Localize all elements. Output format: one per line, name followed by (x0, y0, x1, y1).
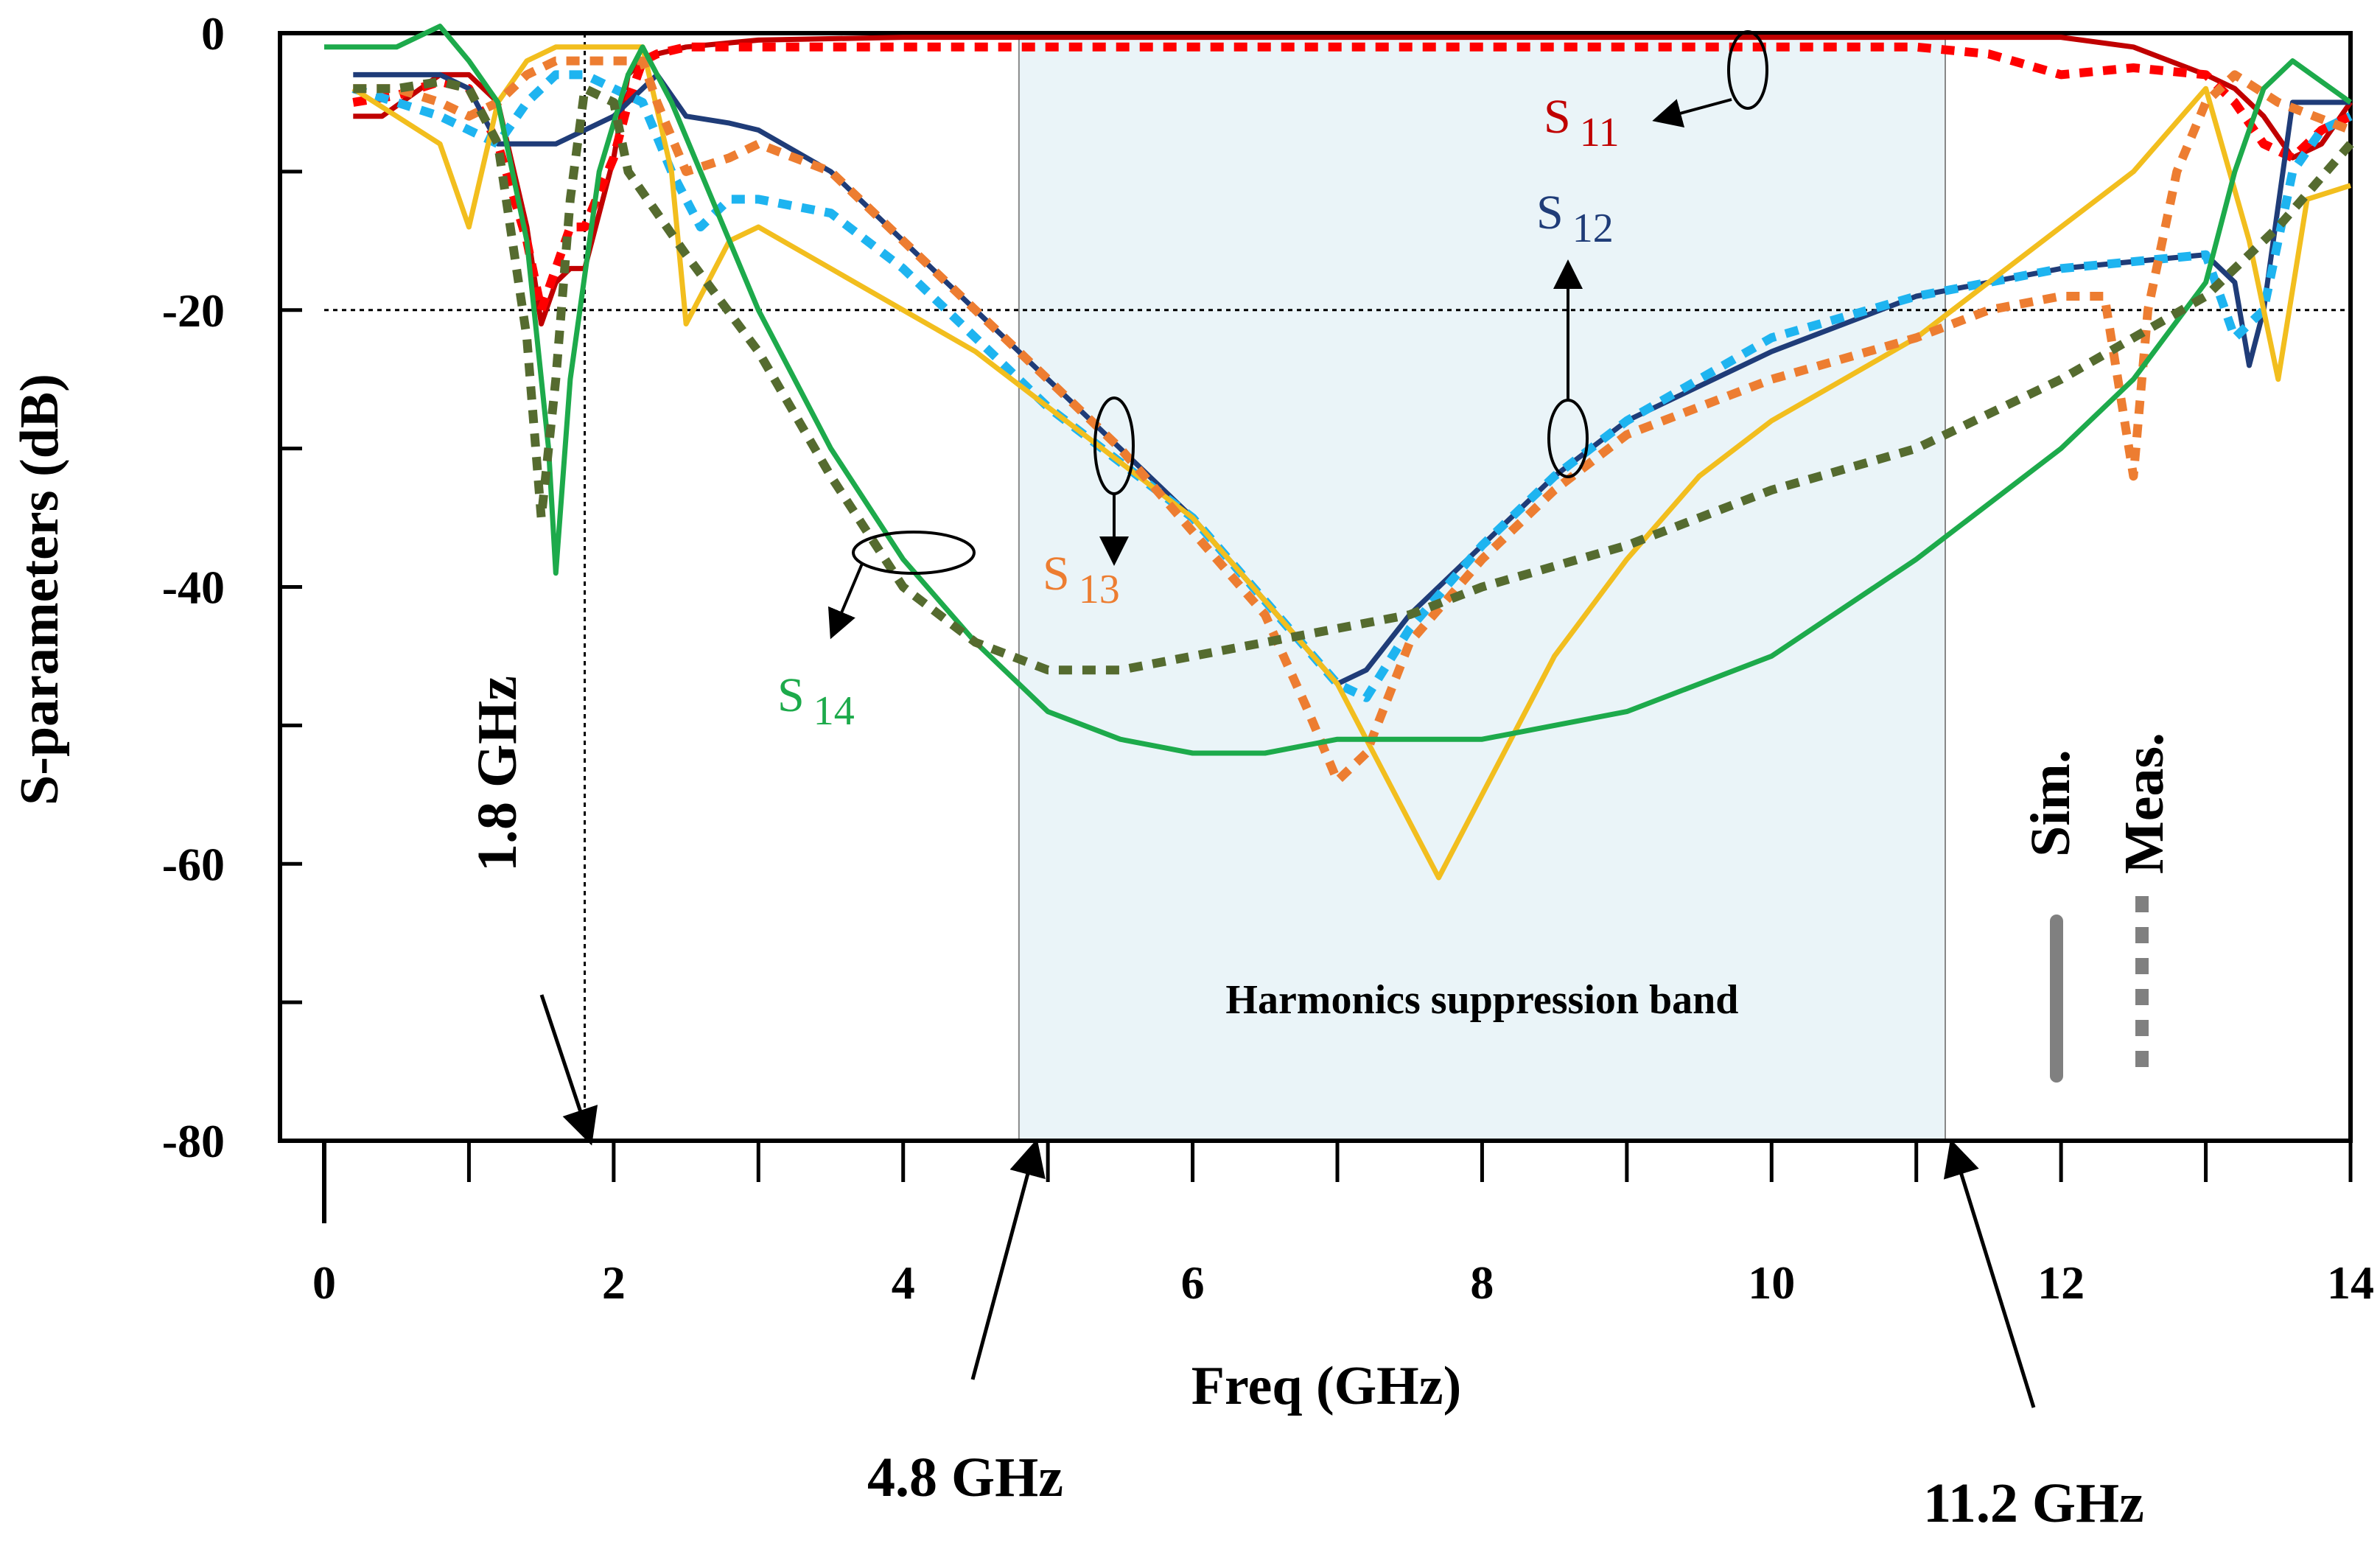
marker-arrow (1943, 1139, 2036, 1408)
series-s13-sim (351, 44, 2352, 881)
series-label-s12: S 12 (1536, 186, 1614, 251)
frequency-markers: 1.8 GHz 4.8 GHz 11.2 GHz (466, 676, 2144, 1534)
callout-ellipse-s14 (852, 531, 976, 575)
x-ticks: 0 2 4 6 8 10 12 14 (312, 1141, 2374, 1309)
x-tick-label: 0 (312, 1256, 336, 1309)
series-label-s13: S 13 (1043, 547, 1120, 612)
y-ticks: 0 -20 -40 -60 -80 (162, 7, 302, 1167)
x-tick-label: 12 (2037, 1256, 2085, 1309)
marker-arrow (539, 994, 598, 1146)
x-tick-label: 6 (1181, 1256, 1205, 1309)
y-tick-label: -60 (162, 838, 225, 890)
series-s14-sim (324, 24, 2353, 756)
y-tick-label: 0 (201, 7, 225, 60)
series-labels: S 11 S 12 S 13 S 14 (777, 90, 1620, 734)
y-axis-title: S-parameters (dB) (10, 374, 70, 805)
series-layer (324, 24, 2354, 881)
marker-label-4-8-ghz: 4.8 GHz (867, 1447, 1063, 1508)
series-callouts (827, 30, 1768, 640)
series-label-s11: S 11 (1544, 90, 1620, 155)
legend-sim-label: Sim. (2020, 749, 2082, 857)
marker-label-1-8-ghz: 1.8 GHz (466, 676, 528, 872)
marker-arrow (970, 1139, 1046, 1380)
callout-ellipse-s11 (1727, 30, 1768, 110)
x-tick-label: 10 (1748, 1256, 1795, 1309)
x-axis-title: Freq (GHz) (1191, 1356, 1461, 1416)
callout-arrow-s11 (1652, 98, 1732, 127)
x-tick-label: 8 (1470, 1256, 1494, 1309)
series-label-s14: S 14 (777, 668, 855, 734)
y-tick-label: -20 (162, 284, 225, 337)
legend: Sim. Meas. (2020, 732, 2175, 1083)
y-tick-label: -40 (162, 562, 225, 614)
series-s13-meas (353, 56, 2353, 786)
y-tick-label: -80 (162, 1115, 225, 1167)
x-tick-label: 4 (892, 1256, 915, 1309)
legend-meas-label: Meas. (2113, 732, 2175, 874)
x-tick-label: 2 (602, 1256, 626, 1309)
callout-arrow-s14 (827, 563, 864, 640)
marker-label-11-2-ghz: 11.2 GHz (1923, 1472, 2144, 1534)
band-label: Harmonics suppression band (1225, 977, 1738, 1023)
x-tick-label: 14 (2327, 1256, 2374, 1309)
series-s11-meas (352, 42, 2353, 315)
series-s14-meas (353, 77, 2354, 675)
